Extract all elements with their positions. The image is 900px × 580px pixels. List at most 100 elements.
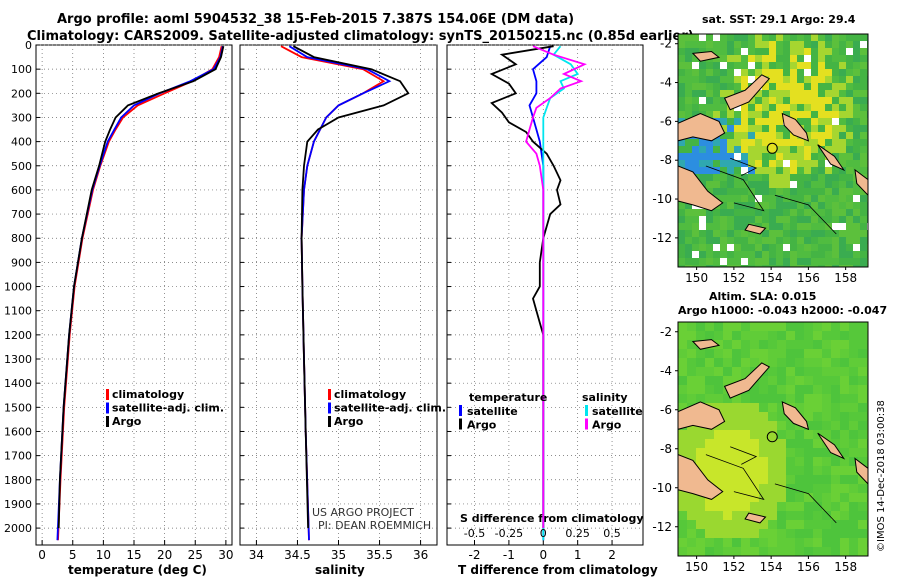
map-cell [699, 62, 706, 69]
map-cell [713, 69, 720, 76]
map-cell [818, 244, 825, 251]
map-cell [776, 125, 783, 132]
map-cell [832, 34, 839, 41]
map-cell [825, 132, 832, 139]
map-cell [759, 439, 768, 448]
map-cell [813, 385, 822, 394]
map-cell [685, 146, 692, 153]
map-cell [748, 62, 755, 69]
map-cell [846, 90, 853, 97]
map-cell [713, 55, 720, 62]
map-cell [795, 520, 804, 529]
y-tick-label: 1300 [4, 353, 32, 366]
map-x-tick-label: 150 [685, 271, 708, 285]
map-cell [696, 520, 705, 529]
map-cell [811, 265, 818, 267]
map-cell [832, 153, 839, 160]
map-cell [755, 265, 762, 267]
map-cell [860, 62, 867, 69]
map-cell [748, 230, 755, 237]
map-cell [822, 448, 831, 457]
map-cell [762, 188, 769, 195]
map-cell [741, 125, 748, 132]
map-cell [769, 244, 776, 251]
map-cell [831, 394, 840, 403]
map-cell [795, 502, 804, 511]
map-cell [797, 55, 804, 62]
map-cell [860, 160, 867, 167]
map-cell [797, 160, 804, 167]
map-cell [692, 223, 699, 230]
map-cell [692, 209, 699, 216]
map-cell [853, 41, 860, 48]
map-cell [769, 265, 776, 267]
series-line-s-argo [525, 45, 587, 529]
land-mass [723, 362, 771, 399]
map-cell [858, 376, 867, 385]
map-cell [769, 188, 776, 195]
map-cell [804, 237, 811, 244]
map-cell [678, 55, 685, 62]
map-cell [811, 62, 818, 69]
map-cell [818, 237, 825, 244]
map-cell [795, 529, 804, 538]
map-cell [706, 230, 713, 237]
legend-label: climatology [334, 388, 406, 401]
map-cell [813, 421, 822, 430]
map-cell [776, 83, 783, 90]
map-cell [790, 244, 797, 251]
map-cell [783, 34, 790, 41]
map-cell [776, 174, 783, 181]
map-cell [783, 202, 790, 209]
map-cell [831, 322, 840, 331]
map-cell [768, 394, 777, 403]
map-cell [714, 448, 723, 457]
map-cell [832, 251, 839, 258]
map-cell [727, 216, 734, 223]
map-cell [713, 111, 720, 118]
map-cell [811, 139, 818, 146]
map-cell [723, 367, 732, 376]
map-cell [762, 97, 769, 104]
map-cell [786, 430, 795, 439]
map-cell [714, 529, 723, 538]
map-cell [732, 538, 741, 547]
map-cell [741, 349, 750, 358]
map-cell [755, 55, 762, 62]
map-cell [706, 265, 713, 267]
map-cell [762, 202, 769, 209]
map-cell [741, 209, 748, 216]
map-cell [769, 97, 776, 104]
map-cell [768, 547, 777, 556]
map-cell [804, 376, 813, 385]
map-cell [732, 403, 741, 412]
map-cell [822, 421, 831, 430]
legend-swatch [106, 416, 109, 427]
map-cell [713, 76, 720, 83]
map-cell [839, 118, 846, 125]
map-cell [776, 251, 783, 258]
map-cell [832, 62, 839, 69]
map-cell [811, 146, 818, 153]
map-cell [858, 547, 867, 556]
map-cell [797, 139, 804, 146]
map-cell [849, 538, 858, 547]
map-cell [678, 111, 685, 118]
map-cell [750, 403, 759, 412]
x-tick-label: 2 [608, 548, 616, 562]
map-cell [741, 331, 750, 340]
map-cell [741, 358, 750, 367]
map-cell [811, 195, 818, 202]
map-cell [839, 97, 846, 104]
map-cell [811, 153, 818, 160]
map-cell [839, 139, 846, 146]
map-cell [849, 322, 858, 331]
map-cell [705, 331, 714, 340]
map-cell [776, 223, 783, 230]
map-cell [839, 76, 846, 83]
map-cell [705, 376, 714, 385]
map-cell [825, 118, 832, 125]
map-cell [858, 475, 867, 484]
map-cell [768, 412, 777, 421]
